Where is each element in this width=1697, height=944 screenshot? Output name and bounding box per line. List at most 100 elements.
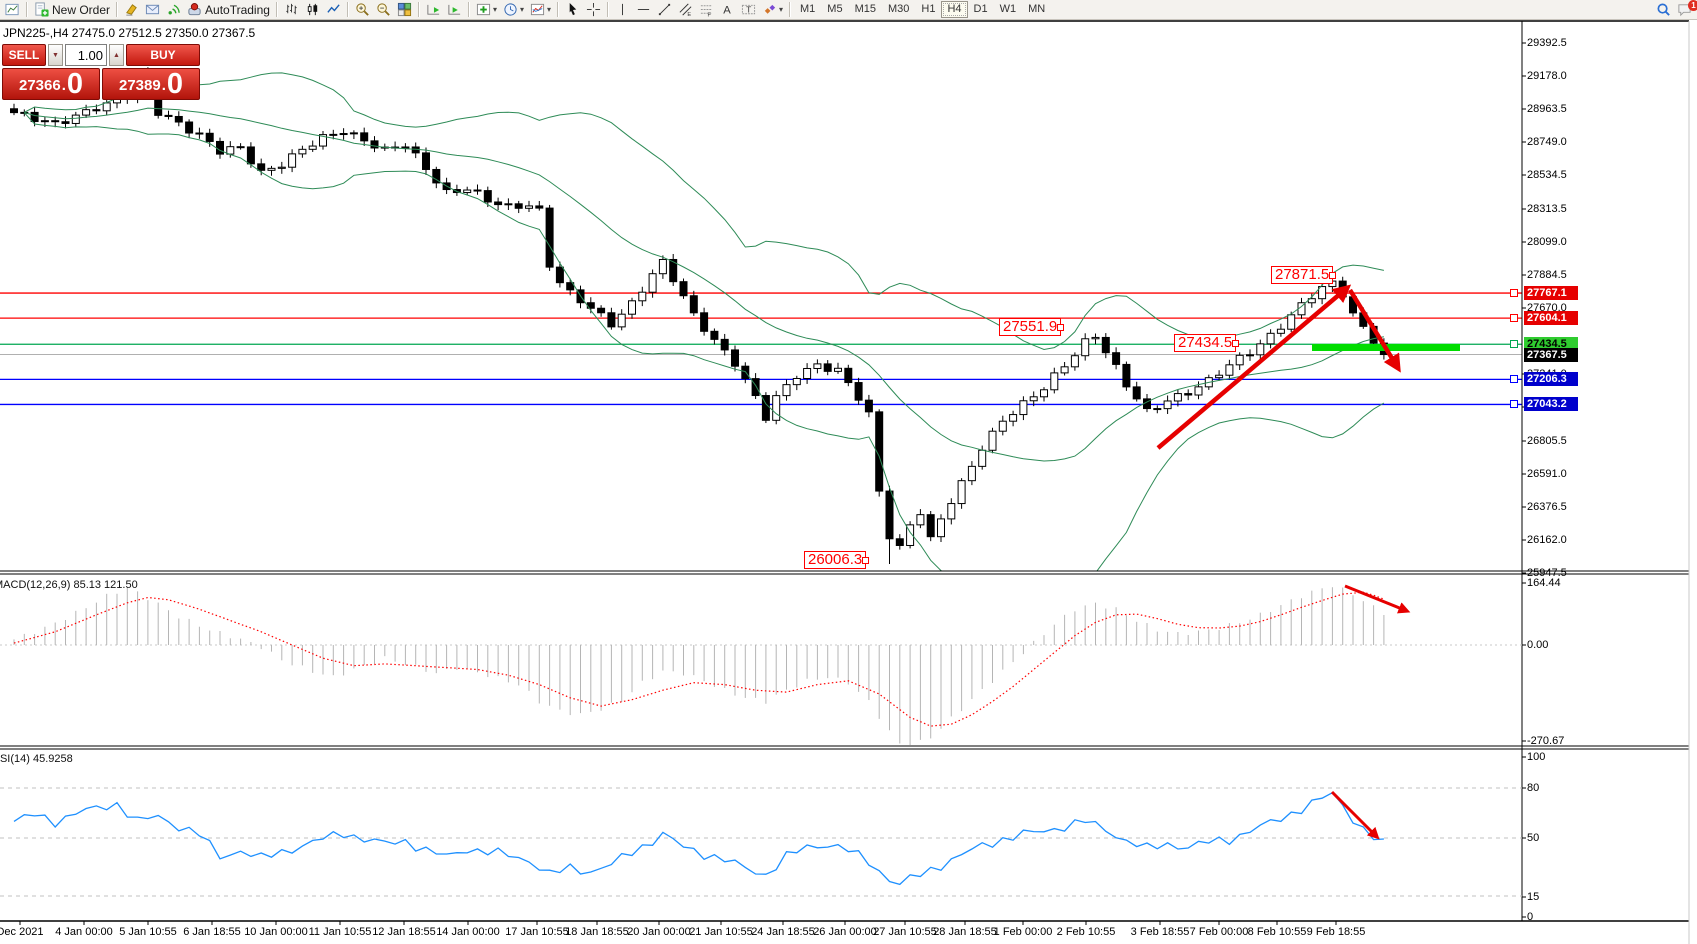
- tile-windows-button[interactable]: [394, 1, 415, 19]
- timeframe-m15[interactable]: M15: [849, 1, 882, 18]
- vertical-line-icon: [622, 3, 623, 16]
- sell-button[interactable]: SELL: [2, 44, 46, 66]
- rsi-series: [0, 787, 1522, 897]
- styler-button[interactable]: [121, 1, 142, 19]
- annotation-anchor-square: [1057, 324, 1065, 331]
- crosshair-icon: [586, 2, 601, 17]
- price-level-badge[interactable]: 27206.3: [1524, 372, 1578, 387]
- timeframe-m5[interactable]: M5: [821, 1, 848, 18]
- vertical-line-button[interactable]: [612, 1, 633, 19]
- candle-body: [92, 109, 101, 112]
- signals-button[interactable]: [163, 1, 184, 19]
- label-button[interactable]: T: [738, 1, 759, 19]
- crosshair-button[interactable]: [583, 1, 604, 19]
- candle-body: [1215, 374, 1224, 379]
- trend-arrow[interactable]: [1348, 288, 1401, 373]
- price-annotation[interactable]: 27434.5: [1174, 334, 1240, 352]
- toolbar-button-label: H4: [947, 3, 962, 15]
- text-button[interactable]: A: [717, 1, 738, 19]
- toolbar-button-label: New Order: [52, 2, 111, 17]
- line-chart-button[interactable]: [323, 1, 344, 19]
- x-axis-label: 21 Jan 10:55: [689, 926, 753, 938]
- autotrading-button[interactable]: AutoTrading: [184, 1, 273, 19]
- candle-body: [360, 132, 369, 142]
- x-axis-label: 11 Jan 10:55: [308, 926, 372, 938]
- candle-body: [916, 514, 925, 526]
- text-icon: A: [723, 5, 731, 17]
- candle-body: [1287, 314, 1296, 330]
- timeframe-m1[interactable]: M1: [794, 1, 821, 18]
- zoom-in-icon: [356, 3, 369, 16]
- zoom-in-button[interactable]: [352, 1, 373, 19]
- svg-text:F: F: [707, 13, 711, 17]
- toolbar-separator: [417, 2, 420, 17]
- candle-body: [349, 132, 358, 135]
- auto-scroll-button[interactable]: [423, 1, 444, 19]
- shapes-button[interactable]: ▾: [759, 1, 786, 19]
- chat-button[interactable]: 1: [1674, 0, 1697, 19]
- candle-body: [463, 189, 472, 194]
- bar-chart-button[interactable]: [281, 1, 302, 19]
- candle-body: [1184, 393, 1193, 396]
- timeframe-m30[interactable]: M30: [882, 1, 915, 18]
- fibonacci-button[interactable]: F: [696, 1, 717, 19]
- search-button[interactable]: [1653, 1, 1674, 19]
- trendline-button[interactable]: [654, 1, 675, 19]
- timeframe-h1[interactable]: H1: [915, 1, 941, 18]
- lot-decrease-button[interactable]: ▼: [48, 44, 63, 66]
- channel-button[interactable]: E: [675, 1, 696, 19]
- timeframe-mn[interactable]: MN: [1022, 1, 1051, 18]
- cursor-button[interactable]: [562, 1, 583, 19]
- trend-arrow[interactable]: [1156, 284, 1352, 450]
- toolbar-button-label: D1: [973, 3, 988, 15]
- price-level-badge[interactable]: 27043.2: [1524, 397, 1578, 412]
- toolbar-button-label: MN: [1028, 3, 1046, 15]
- candle-body: [164, 114, 173, 117]
- chevron-down-icon: ▾: [546, 5, 551, 14]
- buy-price[interactable]: 27389. 0: [102, 68, 200, 100]
- chart-shift-button[interactable]: [444, 1, 465, 19]
- candle-body: [617, 313, 626, 328]
- templates-button[interactable]: ▾: [527, 1, 554, 19]
- price-annotation[interactable]: 27551.9: [999, 318, 1065, 336]
- price-annotation[interactable]: 26006.3: [804, 551, 870, 569]
- horizontal-line-button[interactable]: [633, 1, 654, 19]
- candle-body: [1122, 363, 1131, 388]
- timeframe-d1[interactable]: D1: [968, 1, 994, 18]
- chart-window-button[interactable]: [2, 1, 23, 19]
- price-level-badge[interactable]: 27604.1: [1524, 311, 1578, 326]
- bollinger-line: [23, 112, 1385, 571]
- candle-body: [772, 395, 781, 421]
- buy-price-dot: .: [161, 77, 166, 94]
- indicator-axis-label: 100: [1527, 751, 1546, 763]
- new-order-button[interactable]: New Order: [31, 1, 113, 19]
- trend-arrow[interactable]: [1330, 790, 1380, 840]
- zoom-out-button[interactable]: [373, 1, 394, 19]
- candle-body: [751, 378, 760, 397]
- lot-size-input[interactable]: [65, 44, 107, 66]
- candle-body: [1019, 400, 1028, 416]
- candlestick-button[interactable]: [302, 1, 323, 19]
- sell-price[interactable]: 27366. 0: [2, 68, 100, 100]
- indicators-button[interactable]: ▾: [473, 1, 500, 19]
- candle-body: [483, 190, 492, 203]
- candle-body: [1081, 338, 1090, 357]
- mailbox-icon: [145, 4, 160, 15]
- mailbox-button[interactable]: [142, 1, 163, 19]
- lot-increase-button[interactable]: ▲: [109, 44, 124, 66]
- timeframe-h4[interactable]: H4: [941, 1, 968, 18]
- y-axis-label: 28099.0: [1527, 236, 1567, 248]
- trend-arrow[interactable]: [1344, 584, 1411, 614]
- price-level-badge[interactable]: 27767.1: [1524, 286, 1578, 301]
- timeframe-w1[interactable]: W1: [994, 1, 1023, 18]
- candle-body: [834, 367, 842, 372]
- candle-body: [926, 514, 935, 538]
- annotation-anchor-square: [1329, 272, 1337, 279]
- buy-button[interactable]: BUY: [126, 44, 200, 66]
- candle-body: [854, 382, 863, 401]
- sell-price-main: 27366: [18, 77, 61, 94]
- periods-button[interactable]: ▾: [500, 1, 527, 19]
- price-level-badge[interactable]: 27367.5: [1524, 347, 1578, 362]
- x-axis-label: 24 Jan 18:55: [751, 926, 815, 938]
- price-annotation[interactable]: 27871.5: [1271, 266, 1337, 284]
